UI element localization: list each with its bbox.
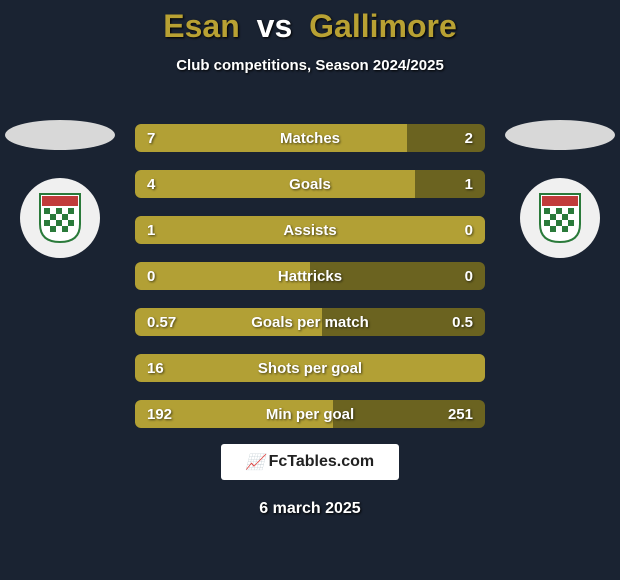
- stat-row: 16Shots per goal: [135, 354, 485, 382]
- page-title: Esan vs Gallimore: [0, 8, 620, 45]
- left-player-panel: [0, 120, 120, 258]
- date-label: 6 march 2025: [0, 500, 620, 518]
- stat-row: 1Assists0: [135, 216, 485, 244]
- club-crest-left: [20, 178, 100, 258]
- stat-value-right: 0: [425, 268, 485, 285]
- shield-icon: [538, 192, 582, 244]
- stat-label: Assists: [195, 222, 425, 239]
- stats-container: 7Matches24Goals11Assists00Hattricks00.57…: [135, 124, 485, 428]
- player-silhouette: [505, 120, 615, 150]
- stat-value-left: 1: [135, 222, 195, 239]
- stat-label: Goals: [195, 176, 425, 193]
- player1-name: Esan: [163, 8, 239, 44]
- stat-value-right: 251: [425, 406, 485, 423]
- player2-name: Gallimore: [309, 8, 457, 44]
- fctables-logo[interactable]: 📈 FcTables.com: [221, 444, 399, 480]
- stat-row: 0Hattricks0: [135, 262, 485, 290]
- stat-row: 4Goals1: [135, 170, 485, 198]
- stat-value-left: 192: [135, 406, 195, 423]
- stat-value-right: 2: [425, 130, 485, 147]
- stat-value-left: 16: [135, 360, 195, 377]
- chart-icon: 📈: [246, 453, 265, 471]
- stat-value-left: 0.57: [135, 314, 195, 331]
- vs-label: vs: [257, 8, 293, 44]
- stat-label: Goals per match: [195, 314, 425, 331]
- stat-label: Min per goal: [195, 406, 425, 423]
- right-player-panel: [500, 120, 620, 258]
- logo-text: FcTables.com: [269, 453, 375, 471]
- stat-row: 0.57Goals per match0.5: [135, 308, 485, 336]
- stat-label: Shots per goal: [195, 360, 425, 377]
- club-crest-right: [520, 178, 600, 258]
- subtitle: Club competitions, Season 2024/2025: [0, 57, 620, 74]
- stat-value-right: 0: [425, 222, 485, 239]
- header: Esan vs Gallimore Club competitions, Sea…: [0, 0, 620, 74]
- stat-label: Matches: [195, 130, 425, 147]
- stat-label: Hattricks: [195, 268, 425, 285]
- stat-row: 192Min per goal251: [135, 400, 485, 428]
- player-silhouette: [5, 120, 115, 150]
- shield-icon: [38, 192, 82, 244]
- stat-value-left: 0: [135, 268, 195, 285]
- stat-value-left: 7: [135, 130, 195, 147]
- stat-value-right: 0.5: [425, 314, 485, 331]
- stat-value-right: 1: [425, 176, 485, 193]
- stat-row: 7Matches2: [135, 124, 485, 152]
- stat-value-left: 4: [135, 176, 195, 193]
